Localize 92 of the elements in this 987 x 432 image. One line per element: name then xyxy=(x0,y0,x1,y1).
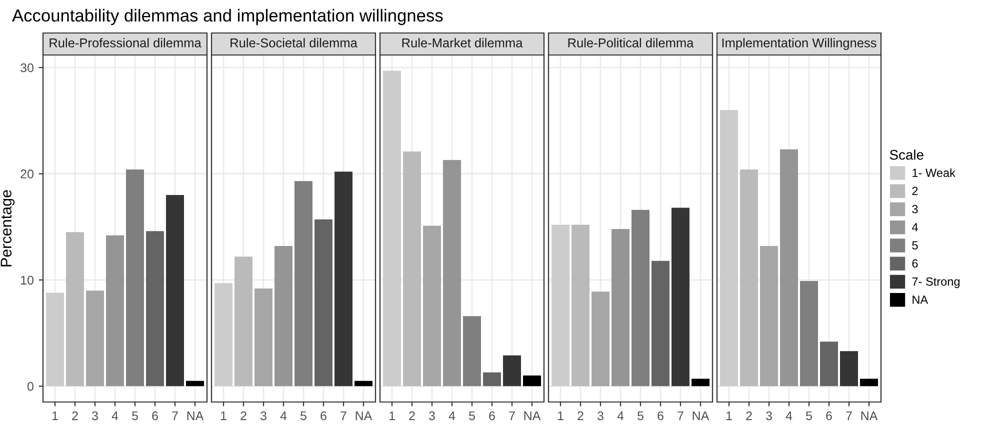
bar xyxy=(166,194,184,386)
bar xyxy=(106,235,124,386)
x-tick-label: 2 xyxy=(72,411,78,420)
bar xyxy=(126,170,144,386)
x-tick-label: 1 xyxy=(220,411,226,420)
x-tick-label: 6 xyxy=(658,411,664,420)
x-tick-label: NA xyxy=(692,411,710,420)
bar xyxy=(483,372,501,386)
y-tick-label: 0 xyxy=(28,382,34,391)
x-tick-label: 1 xyxy=(52,411,58,420)
chart-title: Rule-Market dilemma xyxy=(402,38,523,48)
bar xyxy=(146,231,164,386)
bar xyxy=(234,256,252,386)
x-tick-label: 4 xyxy=(617,411,624,420)
legend-label: 7- Strong xyxy=(912,277,960,288)
bar xyxy=(672,208,690,386)
x-tick-label: 6 xyxy=(152,411,158,420)
x-tick-label: 2 xyxy=(409,411,415,420)
legend-label: 5 xyxy=(912,241,918,250)
x-tick-label: 1 xyxy=(726,411,732,420)
legend-label: 3 xyxy=(912,204,918,214)
bar xyxy=(294,181,312,386)
bar xyxy=(552,224,570,386)
x-tick-label: 5 xyxy=(638,411,644,420)
bar xyxy=(354,380,372,386)
bar xyxy=(652,260,670,386)
x-tick-label: NA xyxy=(187,411,204,420)
bar xyxy=(314,219,332,386)
x-tick-label: 3 xyxy=(92,411,98,420)
y-tick-label: 10 xyxy=(21,276,34,285)
x-tick-label: 3 xyxy=(766,411,772,420)
x-tick-label: 5 xyxy=(300,411,306,420)
bar xyxy=(334,172,352,386)
chart-title: Rule-Societal dilemma xyxy=(230,38,358,48)
x-tick-label: 1 xyxy=(389,411,395,420)
x-tick-label: 6 xyxy=(320,411,326,420)
x-tick-label: 4 xyxy=(786,411,792,420)
bar xyxy=(46,292,64,386)
x-tick-label: 3 xyxy=(429,411,435,420)
chart-title: Rule-Political dilemma xyxy=(568,38,694,48)
bar xyxy=(463,316,481,386)
bar xyxy=(632,210,650,386)
y-tick-label: 30 xyxy=(20,63,34,72)
x-tick-label: 3 xyxy=(598,411,604,420)
bar xyxy=(503,355,521,386)
x-tick-label: 1 xyxy=(558,411,564,420)
bar xyxy=(403,151,421,386)
text: Accountability dilemmas and implementation willingness xyxy=(12,8,443,26)
x-tick-label: 2 xyxy=(240,411,246,420)
legend-label: 2 xyxy=(912,186,918,196)
bar xyxy=(214,283,232,386)
bar xyxy=(383,70,401,386)
chart-title: Rule-Professional dilemma xyxy=(50,38,202,48)
x-tick-label: 5 xyxy=(132,411,138,420)
x-tick-label: 4 xyxy=(280,411,287,420)
x-tick-label: NA xyxy=(356,411,372,420)
x-tick-label: 7 xyxy=(846,411,852,420)
legend-label: 1- Weak xyxy=(912,168,956,178)
x-tick-label: 2 xyxy=(578,411,584,420)
bar xyxy=(523,376,541,386)
x-tick-label: 4 xyxy=(448,411,456,420)
bar xyxy=(66,232,84,386)
x-tick-label: 5 xyxy=(469,411,475,420)
bar xyxy=(86,290,104,386)
legend-label: NA xyxy=(912,296,928,304)
x-tick-label: 2 xyxy=(746,411,752,420)
bar xyxy=(254,288,272,386)
x-tick-label: 7 xyxy=(172,411,178,420)
x-tick-label: 6 xyxy=(489,411,495,420)
x-tick-label: NA xyxy=(861,411,878,420)
x-tick-label: NA xyxy=(524,411,541,420)
bar xyxy=(692,378,710,386)
x-tick-label: 3 xyxy=(260,411,266,420)
y-tick-label: 20 xyxy=(20,170,34,178)
chart-title: Implementation Willingness xyxy=(722,38,876,50)
legend-title: Scale xyxy=(890,150,924,160)
x-tick-label: 7 xyxy=(509,411,515,420)
x-tick-label: 5 xyxy=(806,411,812,420)
bar xyxy=(274,246,292,386)
bar xyxy=(443,160,461,386)
legend-label: 6 xyxy=(912,259,918,268)
bar xyxy=(612,228,630,386)
x-tick-label: 6 xyxy=(826,411,832,420)
bar xyxy=(186,380,204,386)
x-tick-label: 4 xyxy=(112,411,118,420)
legend-label: 4 xyxy=(912,223,918,232)
x-tick-label: 7 xyxy=(678,411,684,420)
x-tick-label: 7 xyxy=(340,411,346,420)
bar xyxy=(592,292,610,386)
y-axis-title: Percentage xyxy=(0,190,15,266)
bar xyxy=(572,224,590,386)
bar xyxy=(423,226,441,386)
